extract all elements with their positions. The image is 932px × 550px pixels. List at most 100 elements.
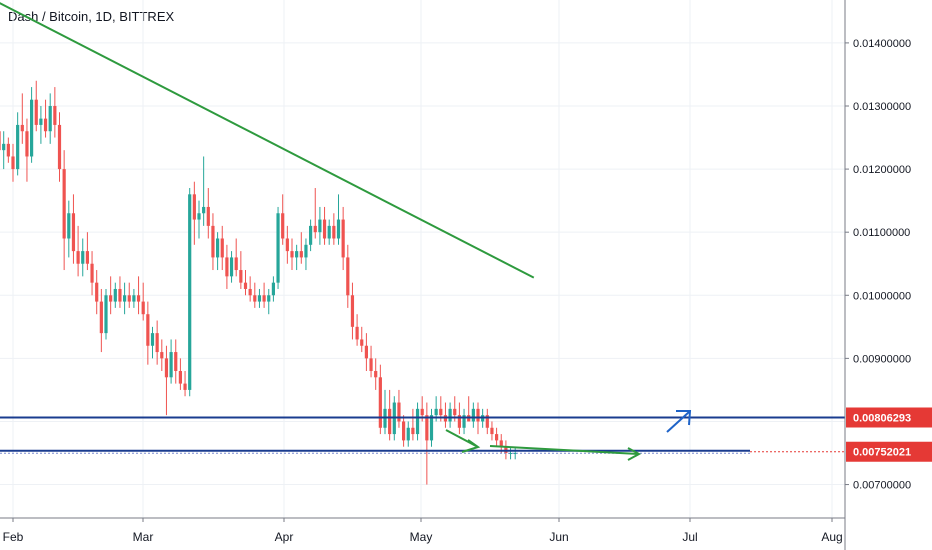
candle-body: [39, 118, 43, 125]
candle-body: [109, 295, 113, 302]
candle-body: [188, 194, 192, 390]
candle-body: [146, 314, 150, 346]
x-tick-label: Feb: [3, 530, 24, 544]
candle-body: [355, 326, 359, 340]
candle-body: [332, 225, 336, 239]
candle-body: [48, 105, 52, 132]
candle-body: [202, 206, 206, 214]
candle-body: [118, 288, 122, 302]
candle-body: [113, 288, 117, 302]
candle-body: [2, 143, 6, 151]
candle-body: [169, 352, 173, 378]
candle-body: [309, 225, 313, 245]
candle-body: [0, 131, 1, 151]
candle-body: [295, 251, 299, 258]
x-tick-label: Aug: [821, 530, 842, 544]
candle-body: [290, 251, 294, 258]
blue-arrow-up: [666, 410, 692, 433]
candle-body: [439, 408, 443, 416]
candle-body: [448, 408, 452, 422]
candle-body: [508, 453, 513, 455]
chart-title: Dash / Bitcoin, 1D, BITTREX: [8, 9, 175, 24]
x-tick-label: Jun: [549, 530, 568, 544]
candle-body: [462, 415, 466, 428]
candle-body: [71, 213, 76, 252]
trendline: [0, 2, 535, 279]
candle-body: [234, 257, 238, 271]
candle-body: [397, 402, 401, 422]
candle-body: [197, 213, 201, 220]
candle-body: [271, 282, 275, 296]
candle-body: [499, 440, 503, 447]
candle-body: [62, 169, 66, 239]
price-badge-label: 0.00752021: [853, 447, 911, 459]
candle-body: [53, 105, 57, 125]
candle-body: [257, 295, 262, 302]
candle-body: [388, 408, 392, 435]
y-tick-label: 0.00700000: [853, 480, 911, 492]
candle-body: [123, 295, 127, 302]
green-arrow-right: [489, 445, 642, 461]
y-tick-label: 0.01000000: [853, 290, 911, 302]
candle-body: [411, 427, 415, 435]
candle-body: [374, 370, 378, 378]
candle-body: [457, 415, 461, 428]
candle-body: [225, 257, 229, 277]
candle-body: [141, 301, 145, 315]
blue-arrow-shaft: [666, 411, 690, 433]
x-tick-label: May: [410, 530, 433, 544]
candle-body: [229, 257, 234, 277]
candle-body: [132, 295, 136, 302]
candle-body: [267, 295, 271, 302]
candle-body: [350, 295, 355, 327]
candle-body: [81, 251, 85, 264]
candle-body: [346, 257, 350, 296]
candle-body: [155, 333, 159, 353]
candle-body: [178, 370, 182, 384]
candle-body: [43, 118, 48, 132]
candle-body: [34, 99, 38, 125]
candle-body: [434, 408, 438, 416]
candle-body: [20, 124, 24, 132]
candle-body: [304, 244, 308, 258]
candle-body: [495, 434, 499, 441]
x-tick-label: Mar: [133, 530, 154, 544]
candle-body: [369, 358, 373, 371]
candle-body: [67, 213, 71, 239]
candle-body: [364, 345, 368, 359]
candle-body: [318, 219, 322, 233]
y-tick-label: 0.01300000: [853, 101, 911, 113]
candle-body: [402, 421, 406, 441]
candle-body: [11, 156, 15, 170]
price-badge: [846, 441, 932, 462]
candle-body: [164, 358, 169, 378]
candle-body: [285, 238, 289, 252]
candle-body: [76, 251, 80, 264]
candle-body: [360, 339, 364, 346]
candle-body: [192, 194, 196, 220]
candle-body: [206, 206, 210, 226]
green-arrow-shaft: [489, 445, 639, 455]
candle-body: [490, 427, 494, 435]
candle-body: [415, 408, 420, 435]
candle-body: [211, 225, 215, 258]
candle-body: [248, 288, 252, 296]
candle-body: [336, 219, 341, 239]
candle-body: [327, 225, 331, 239]
candle-body: [174, 352, 178, 371]
candle-body: [299, 251, 303, 258]
candle-body: [476, 408, 480, 422]
candle-body: [127, 295, 131, 302]
candle-body: [220, 238, 224, 258]
candle-body: [253, 295, 257, 302]
candle-body: [99, 301, 103, 334]
candle-body: [262, 295, 266, 302]
y-tick-label: 0.01200000: [853, 164, 911, 176]
candle-body: [239, 270, 243, 283]
green-arrow-head: [627, 447, 642, 461]
candle-body: [160, 352, 164, 359]
candle-body: [104, 295, 108, 334]
candle-body: [513, 453, 517, 455]
y-tick-label: 0.01400000: [853, 38, 911, 50]
